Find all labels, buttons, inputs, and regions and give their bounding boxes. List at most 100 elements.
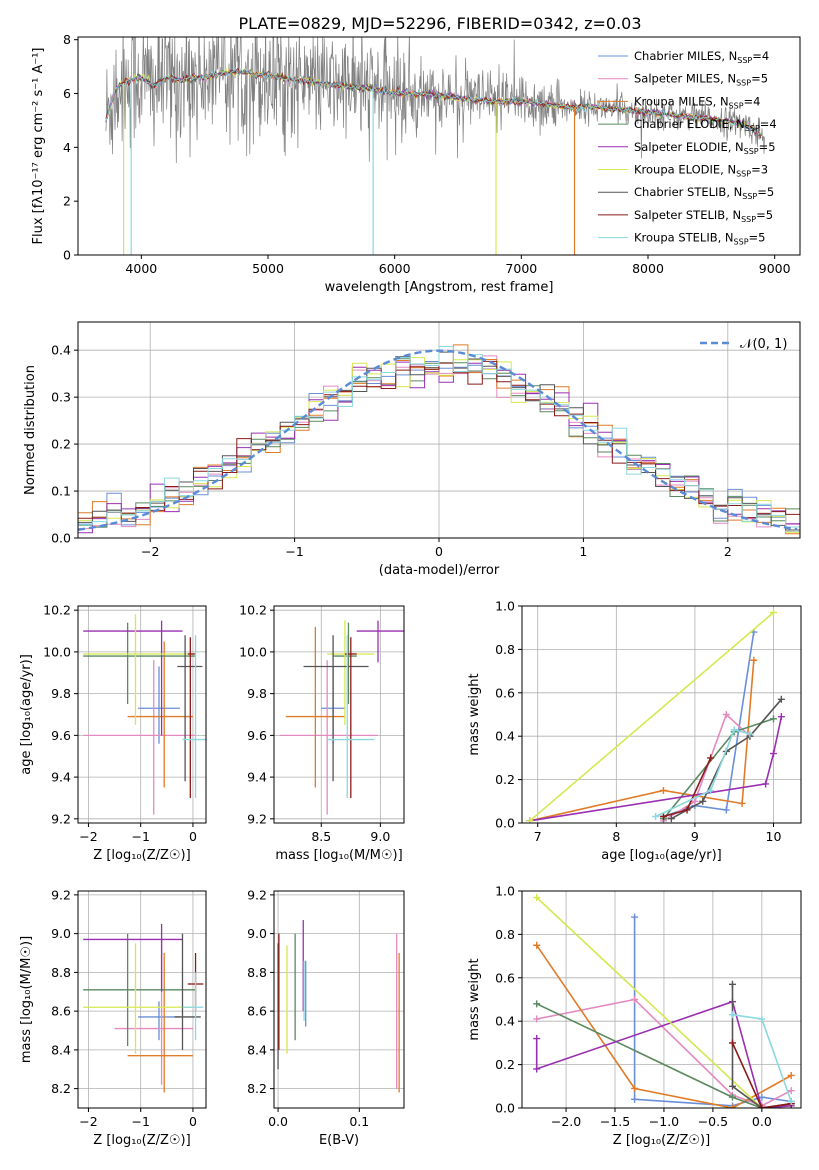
series-marker (533, 1015, 541, 1023)
x-tick-label: 2 (724, 544, 732, 559)
y-tick-label: 9.2 (247, 887, 267, 902)
series-marker (728, 1104, 736, 1108)
y-tick-label: 0.2 (51, 437, 71, 452)
plot-area (526, 609, 785, 823)
legend-label: Chabrier STELIB, NSSP=5 (634, 185, 774, 201)
series-line (655, 728, 751, 818)
y-tick-label: 8.4 (51, 1042, 71, 1057)
y-tick-label: 9.2 (51, 811, 71, 826)
series-marker (769, 609, 777, 617)
y-tick-label: 8.8 (247, 965, 267, 980)
y-axis-label: mass weight (467, 958, 482, 1040)
x-tick-label: 0.1 (349, 1114, 369, 1129)
histogram-series (78, 360, 800, 519)
y-tick-label: 10.2 (239, 603, 267, 618)
legend-label-value: =5 (749, 231, 766, 245)
y-tick-label: 1.0 (495, 599, 515, 614)
y-axis-label: age [log₁₀(age/yr)] (19, 654, 34, 775)
y-tick-label: 9.0 (247, 926, 267, 941)
series-marker (533, 941, 541, 949)
y-tick-label: 8.2 (51, 1081, 71, 1096)
series-marker (769, 715, 777, 723)
legend: 𝒩(0, 1) (700, 337, 787, 352)
legend-label-value: =5 (757, 185, 774, 199)
legend-label-sub: SSP (742, 192, 757, 201)
series-marker (787, 1071, 795, 1079)
series-marker (758, 1015, 766, 1023)
massweight-vs-z-panel: −2.0 −1.5 −1.0 −0.5 0.0 0.0 0.2 0.4 0.6 0.8 1.0 Z [… (467, 884, 802, 1148)
series-marker (730, 726, 738, 734)
x-tick-label: −2 (79, 829, 97, 844)
x-axis-label: E(B-V) (319, 1133, 359, 1148)
x-tick-label: 8000 (632, 261, 664, 276)
histogram-series (78, 361, 800, 534)
series-marker (631, 1084, 639, 1092)
x-tick-label: 8.5 (311, 829, 331, 844)
y-tick-label: 0.0 (495, 1101, 515, 1116)
series-marker (787, 1097, 795, 1105)
legend-label-value: =5 (759, 140, 776, 154)
x-tick-label: 0 (435, 544, 443, 559)
series-marker (750, 656, 758, 664)
y-tick-label: 9.6 (51, 728, 71, 743)
legend-label-value: =3 (751, 163, 768, 177)
x-tick-label: −1.5 (600, 1114, 630, 1129)
series-line (536, 896, 763, 1108)
y-tick-label: 8.6 (51, 1004, 71, 1019)
series-marker (777, 713, 785, 721)
legend-label-value: =4 (760, 117, 777, 131)
y-tick-label: 9.4 (51, 770, 71, 785)
axes-frame (77, 605, 207, 824)
grid (78, 891, 206, 1108)
legend-label: Salpeter STELIB, NSSP=5 (634, 208, 773, 224)
x-tick-label: 9 (691, 829, 699, 844)
y-tick-label: 0.6 (495, 970, 515, 985)
legend-label-sub: SSP (744, 147, 759, 156)
y-tick-label: 0.8 (495, 642, 515, 657)
y-tick-label: 10.0 (239, 644, 267, 659)
y-tick-label: 0.0 (51, 531, 71, 546)
legend-label: Kroupa ELODIE, NSSP=3 (634, 163, 768, 179)
y-axis-label: Normed distribution (23, 365, 38, 495)
y-tick-label: 10.2 (43, 603, 71, 618)
series-line (536, 1003, 763, 1108)
series-marker (631, 996, 639, 1003)
series-marker (728, 1039, 736, 1047)
x-tick-label: 0.0 (752, 1114, 772, 1129)
figure-title: PLATE=0829, MJD=52296, FIBERID=0342, z=0… (238, 14, 641, 33)
x-axis-label: wavelength [Angstrom, rest frame] (325, 280, 554, 295)
legend-label-sub: SSP (736, 170, 751, 179)
y-tick-label: 0.4 (495, 729, 515, 744)
grid (78, 606, 206, 823)
series-marker (728, 1082, 736, 1090)
grid (274, 606, 404, 823)
axes-frame (273, 890, 405, 1109)
x-tick-label: 9.0 (370, 829, 390, 844)
x-axis-label: (data-model)/error (379, 563, 500, 578)
y-tick-label: 8.6 (247, 1004, 267, 1019)
x-tick-label: 9000 (759, 261, 791, 276)
y-tick-label: 9.6 (247, 728, 267, 743)
series-marker (769, 750, 777, 758)
model-spectrum-line (105, 69, 762, 136)
legend-label: Kroupa MILES, NSSP=4 (634, 94, 760, 110)
y-tick-label: 9.2 (247, 811, 267, 826)
axes-frame (77, 890, 207, 1109)
x-tick-label: 7 (534, 829, 542, 844)
legend-label: Salpeter ELODIE, NSSP=5 (634, 140, 776, 156)
x-tick-label: −1 (131, 1114, 149, 1129)
y-tick-label: 9.2 (51, 887, 71, 902)
plot-area (83, 614, 206, 815)
legend-label: Chabrier MILES, NSSP=4 (634, 49, 769, 65)
series-marker (691, 797, 699, 805)
legend-label-sub: SSP (729, 101, 744, 110)
grid (274, 891, 404, 1108)
x-axis-label: Z [log₁₀(Z/Z☉)] (613, 1133, 710, 1148)
series-marker (659, 812, 667, 820)
legend-label-value: =5 (756, 208, 773, 222)
series-marker (762, 780, 770, 788)
plot-area (78, 344, 800, 535)
legend-label-value: =4 (752, 49, 769, 63)
normal-curve (78, 349, 798, 531)
